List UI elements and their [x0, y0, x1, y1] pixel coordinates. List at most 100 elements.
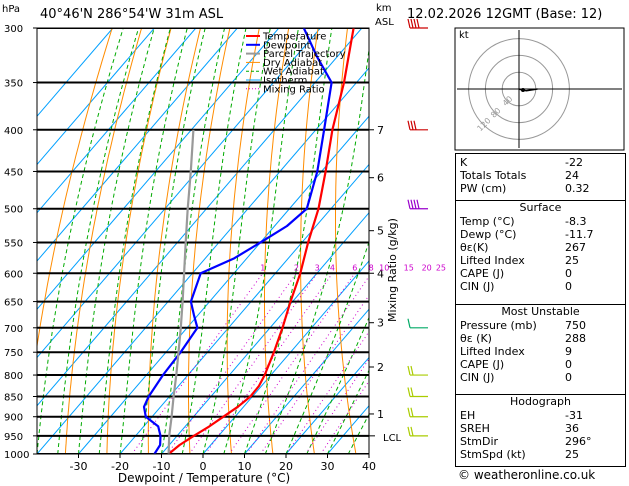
temperature-tick-label: 0 [200, 460, 207, 473]
hodograph-value: -31 [565, 409, 583, 422]
surface-value: 25 [565, 254, 579, 267]
stability-row: PW (cm) 0.32 [456, 182, 625, 195]
legend-label: Dewpoint [263, 40, 311, 51]
km-unit-label: km [376, 3, 392, 14]
profile-temperature [167, 28, 355, 454]
altitude-tick-label: 7 [377, 124, 384, 137]
legend-label: Parcel Trajectory [263, 49, 346, 60]
pressure-tick-label: 300 [4, 24, 23, 35]
profile-parcel-trajectory [167, 129, 195, 454]
most-unstable-label: CIN (J) [460, 371, 495, 384]
mixing-ratio-label: 4 [330, 263, 335, 272]
surface-label: CAPE (J) [460, 267, 505, 280]
wet-adiabat-line [119, 28, 188, 454]
temperature-tick-label: -30 [70, 460, 88, 473]
pressure-tick-label: 400 [4, 126, 23, 137]
pressure-tick-label: 500 [4, 205, 23, 216]
most-unstable-table: Most Unstable Pressure (mb) 750 θε (K) 288 L… [455, 304, 626, 396]
wet-adiabat-line [78, 28, 155, 454]
hodograph-row: StmDir 296° [456, 435, 625, 448]
temperature-tick-label: -10 [153, 460, 171, 473]
altitude-tick-label: 6 [377, 172, 384, 185]
isotherm-line [285, 356, 369, 454]
temperature-tick-label: -20 [111, 460, 129, 473]
legend-label: Temperature [262, 32, 326, 43]
mixing-ratio-label: 20 [422, 263, 432, 272]
mixing-ratio-label: 25 [436, 263, 446, 272]
x-axis-title: Dewpoint / Temperature (°C) [118, 471, 290, 485]
isotherm-line [37, 67, 369, 454]
wind-barb [407, 120, 428, 131]
wind-barb [407, 407, 428, 418]
most-unstable-value: 288 [565, 332, 586, 345]
surface-value: 0 [565, 280, 572, 293]
most-unstable-value: 0 [565, 358, 572, 371]
surface-value: -11.7 [565, 228, 594, 241]
surface-row: CIN (J) 0 [456, 280, 625, 293]
isotherm-line [119, 163, 369, 454]
stability-row: Totals Totals 24 [456, 169, 625, 182]
hodograph-value: 25 [565, 448, 579, 461]
wind-barb [407, 318, 428, 329]
wet-adiabat-line [181, 28, 247, 454]
surface-row: Dewp (°C) -11.7 [456, 228, 625, 241]
most-unstable-row: Lifted Index 9 [456, 345, 625, 358]
surface-label: Temp (°C) [460, 215, 515, 228]
hodograph-label: EH [460, 409, 476, 422]
isotherm-line [37, 28, 363, 407]
hodograph-table: Hodograph EH -31 SREH 36 StmDir 296° StmSpd (k… [455, 394, 626, 467]
wind-barb [407, 365, 428, 376]
isotherm-line [37, 28, 114, 118]
mixing-ratio-label: 6 [352, 263, 357, 272]
hodograph-trace [518, 88, 538, 92]
hpa-unit-label: hPa [2, 4, 20, 15]
isotherm-line [37, 28, 238, 262]
pressure-tick-label: 550 [4, 238, 23, 249]
skewt-profiles [142, 28, 355, 454]
isotherm-line [37, 28, 321, 359]
stability-label: PW (cm) [460, 182, 507, 195]
surface-label: θε(K) [460, 241, 489, 254]
pressure-tick-label: 800 [4, 371, 23, 382]
mixing-ratio-label: 15 [404, 263, 414, 272]
surface-label: Lifted Index [460, 254, 525, 267]
mixing-ratio-label: 8 [369, 263, 374, 272]
lcl-label: LCL [383, 433, 402, 444]
altitude-tick-label: 5 [377, 225, 384, 238]
most-unstable-row: CAPE (J) 0 [456, 358, 625, 371]
legend-label: Isotherm [263, 76, 307, 87]
altitude-tick-label: 3 [377, 317, 384, 330]
altitude-tick-label: 4 [377, 267, 384, 280]
surface-section-title: Surface [519, 201, 562, 214]
wind-barb [407, 18, 428, 29]
stability-label: K [460, 156, 468, 169]
legend-label: Mixing Ratio [263, 84, 325, 95]
hodograph-row: StmSpd (kt) 25 [456, 448, 625, 461]
legend-label: Wet Adiabat [263, 67, 324, 78]
surface-label: Dewp (°C) [460, 228, 517, 241]
surface-table: Surface Temp (°C) -8.3 Dewp (°C) -11.7 θε(K)… [455, 200, 626, 306]
pressure-axis: 300 350 400 450 500 550 600 650 700 750 800 850 900 9… [4, 24, 37, 461]
stability-label: Totals Totals [460, 169, 527, 182]
mixing-ratio-label: 10 [379, 263, 389, 272]
pressure-tick-label: 900 [4, 413, 23, 424]
altitude-axis: 7 6 5 4 3 2 1 [369, 124, 384, 437]
most-unstable-label: CAPE (J) [460, 358, 505, 371]
wet-adiabat-line [37, 28, 124, 454]
hodograph-value: 36 [565, 422, 579, 435]
legend-label: Dry Adiabat [263, 58, 322, 69]
most-unstable-label: θε (K) [460, 332, 492, 345]
mixing-ratio-axis-title: Mixing Ratio (g/kg) [386, 218, 399, 322]
hodograph-storm-marker [521, 88, 525, 92]
isotherm-line [161, 211, 369, 454]
isotherm-line [202, 260, 369, 454]
wet-adiabat-line [98, 28, 171, 454]
hodograph-label: SREH [460, 422, 490, 435]
wind-barb [407, 387, 428, 398]
dry-adiabat-line [402, 28, 439, 454]
temperature-axis: -30 -20 -10 0 10 20 30 40 [70, 454, 376, 473]
stability-row: K -22 [456, 156, 625, 169]
hodograph-row: SREH 36 [456, 422, 625, 435]
